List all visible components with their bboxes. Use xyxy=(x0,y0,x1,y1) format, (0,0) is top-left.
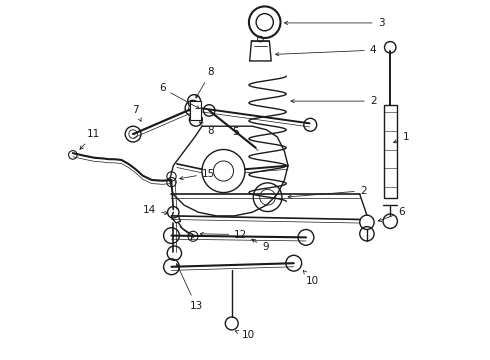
Text: 6: 6 xyxy=(378,207,405,221)
Text: 10: 10 xyxy=(303,271,319,286)
Bar xyxy=(191,101,201,120)
Text: 8: 8 xyxy=(199,122,214,135)
Text: 6: 6 xyxy=(159,83,199,109)
Text: 9: 9 xyxy=(252,239,269,252)
Text: 14: 14 xyxy=(143,206,168,216)
Circle shape xyxy=(129,130,137,138)
Bar xyxy=(384,105,397,198)
Text: 12: 12 xyxy=(200,230,247,239)
Text: 8: 8 xyxy=(196,67,214,98)
Text: 4: 4 xyxy=(275,45,376,56)
Text: 5: 5 xyxy=(232,127,239,136)
Text: 3: 3 xyxy=(285,18,384,28)
Text: 7: 7 xyxy=(132,105,141,121)
Text: 13: 13 xyxy=(176,264,203,311)
Text: 2: 2 xyxy=(288,186,367,198)
Text: 2: 2 xyxy=(291,96,376,106)
Text: 10: 10 xyxy=(235,330,254,340)
Text: 11: 11 xyxy=(80,129,100,149)
Text: 1: 1 xyxy=(393,132,410,143)
Circle shape xyxy=(257,14,272,30)
Text: 15: 15 xyxy=(180,168,215,180)
